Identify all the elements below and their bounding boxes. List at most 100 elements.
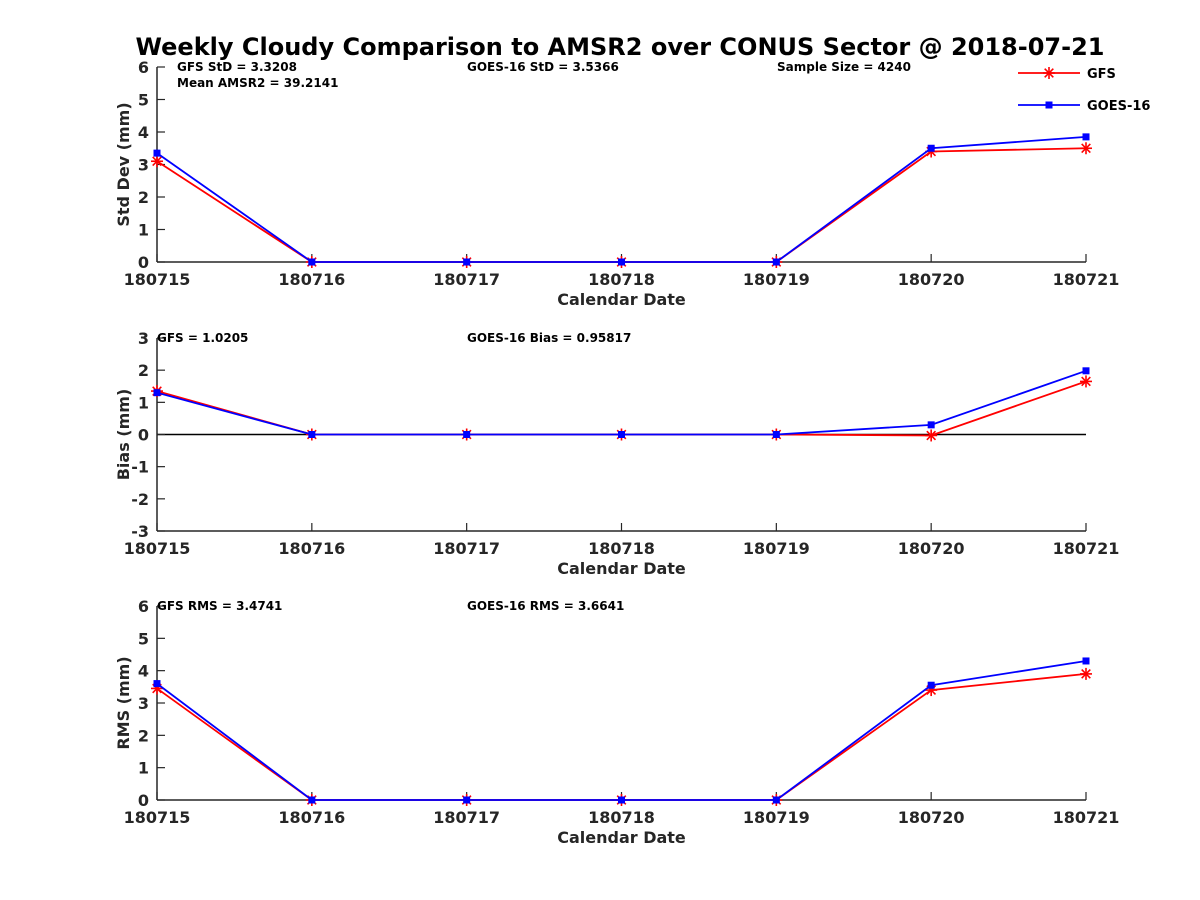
y-axis-label: Std Dev (mm)	[114, 102, 133, 226]
y-tick-label: 1	[138, 393, 149, 412]
marker-stroke	[152, 156, 162, 167]
data-point	[151, 155, 163, 168]
y-tick-label: 0	[138, 253, 149, 272]
marker-stroke	[1081, 143, 1091, 154]
figure-title: Weekly Cloudy Comparison to AMSR2 over C…	[136, 33, 1105, 61]
data-point	[153, 389, 161, 397]
stat-annotation: Mean AMSR2 = 39.2141	[177, 76, 338, 90]
data-point	[618, 431, 625, 438]
x-tick-label: 180717	[433, 539, 500, 558]
x-tick-label: 180716	[278, 539, 345, 558]
y-tick-label: 2	[138, 361, 149, 380]
data-point	[927, 144, 935, 152]
series-goes-16	[153, 367, 1090, 438]
y-tick-label: 1	[138, 759, 149, 778]
stat-annotation: GFS StD = 3.3208	[177, 60, 297, 74]
marker-stroke	[926, 430, 937, 441]
series-line	[156, 673, 1087, 801]
x-tick-label: 180717	[433, 808, 500, 827]
y-tick-label: 5	[138, 629, 149, 648]
y-tick-label: 2	[138, 188, 149, 207]
legend: GFS GOES-16	[1018, 67, 1150, 114]
series-line	[156, 147, 1087, 263]
y-tick-label: -3	[131, 522, 149, 541]
marker-stroke	[1081, 376, 1091, 387]
series-line	[156, 369, 1087, 436]
data-point	[618, 796, 625, 804]
data-point	[308, 431, 316, 438]
x-tick-label: 180721	[1053, 808, 1120, 827]
x-tick-label: 180720	[898, 539, 965, 558]
x-tick-label: 180718	[588, 808, 655, 827]
subplot-2: -3 -2 -1 0 1 2 3 180715 180716 180717 180718 180719…	[114, 329, 1119, 578]
data-point	[927, 421, 935, 429]
data-point	[1080, 375, 1092, 388]
y-tick-label: 5	[138, 91, 149, 110]
x-tick-label: 180715	[124, 539, 191, 558]
subplot-panels: 0 1 2 3 4 5 6 180715 180716 180717 180718 180719 180…	[114, 58, 1119, 847]
y-tick-label: 3	[138, 694, 149, 713]
series-line	[156, 135, 1087, 263]
y-tick-label: 2	[138, 726, 149, 745]
stat-annotation: GOES-16 StD = 3.5366	[467, 60, 619, 74]
x-tick-label: 180720	[898, 808, 965, 827]
y-tick-label: 6	[138, 597, 149, 616]
y-tick-label: 3	[138, 329, 149, 348]
x-tick-label: 180715	[124, 270, 191, 289]
data-point	[1080, 142, 1092, 155]
series-goes-16	[153, 657, 1090, 804]
subplot-3: 0 1 2 3 4 5 6 180715 180716 180717 180718 180719 180…	[114, 597, 1119, 847]
x-tick-label: 180717	[433, 270, 500, 289]
x-tick-label: 180719	[743, 808, 810, 827]
y-tick-label: 4	[138, 662, 149, 681]
legend-marker	[1043, 67, 1055, 79]
data-point	[463, 796, 471, 804]
x-tick-label: 180715	[124, 808, 191, 827]
y-axis-label: Bias (mm)	[114, 389, 133, 481]
series-line	[156, 660, 1087, 801]
data-point	[153, 149, 161, 157]
stat-annotation: GFS RMS = 3.4741	[157, 599, 282, 613]
data-point	[308, 258, 316, 266]
marker-stroke	[1081, 669, 1091, 679]
y-axis-label: RMS (mm)	[114, 656, 133, 749]
stat-annotation: Sample Size = 4240	[777, 60, 911, 74]
x-axis-label: Calendar Date	[557, 559, 686, 578]
data-point	[308, 796, 316, 804]
y-tick-label: 1	[138, 221, 149, 240]
y-tick-label: 0	[138, 426, 149, 445]
data-point	[463, 431, 471, 438]
legend-marker	[1045, 101, 1053, 109]
data-point	[1080, 667, 1092, 680]
data-point	[463, 258, 471, 266]
x-tick-label: 180716	[278, 808, 345, 827]
x-tick-label: 180721	[1053, 270, 1120, 289]
x-tick-label: 180716	[278, 270, 345, 289]
y-tick-label: 3	[138, 156, 149, 175]
x-tick-label: 180721	[1053, 539, 1120, 558]
data-point	[925, 429, 938, 442]
data-point	[772, 796, 780, 804]
data-point	[1082, 133, 1090, 141]
x-tick-label: 180718	[588, 270, 655, 289]
data-point	[927, 681, 935, 689]
legend-entry: GFS	[1018, 67, 1116, 82]
y-tick-label: -2	[131, 490, 149, 509]
data-point	[1082, 657, 1090, 665]
marker-stroke	[1044, 68, 1054, 78]
data-point	[153, 680, 161, 688]
x-axis-label: Calendar Date	[557, 290, 686, 309]
y-tick-label: 0	[138, 791, 149, 810]
series-line	[156, 380, 1087, 437]
legend-label: GFS	[1087, 67, 1116, 82]
data-point	[618, 258, 625, 266]
legend-entry: GOES-16	[1018, 99, 1150, 114]
y-tick-label: 4	[138, 123, 149, 142]
subplot-1: 0 1 2 3 4 5 6 180715 180716 180717 180718 180719 180…	[114, 58, 1119, 309]
data-point	[772, 431, 780, 438]
series-goes-16	[153, 133, 1090, 266]
y-tick-label: 6	[138, 58, 149, 77]
legend-label: GOES-16	[1087, 99, 1150, 114]
x-tick-label: 180719	[743, 270, 810, 289]
